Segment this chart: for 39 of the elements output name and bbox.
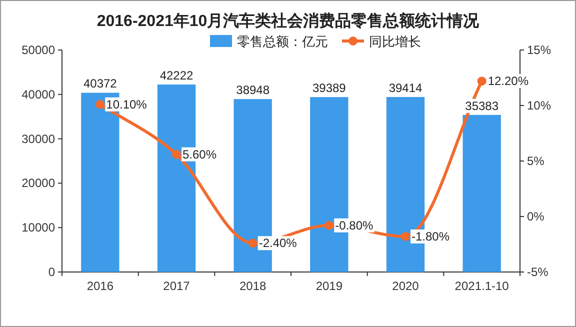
data-label: 10.10% (106, 97, 148, 112)
y-tick-label: 20000 (22, 176, 56, 190)
data-label: 39389 (312, 81, 346, 96)
x-tick-label: 2018 (239, 279, 267, 293)
data-label: 5.60% (182, 147, 217, 162)
x-tick-label: 2019 (316, 279, 343, 293)
x-tick-label: 2021.1-10 (454, 279, 510, 293)
data-label: -1.80% (412, 229, 450, 244)
y-tick-label: 30000 (22, 132, 56, 146)
y2-tick-label: 0% (527, 210, 545, 224)
chart-title: 2016-2021年10月汽车类社会消费品零售总额统计情况 (96, 12, 480, 30)
x-tick-label: 2017 (163, 279, 190, 293)
data-label: 42222 (160, 68, 194, 83)
data-label: 38948 (236, 83, 270, 98)
legend-label: 同比增长 (369, 34, 421, 49)
data-label: 40372 (83, 76, 118, 91)
point (324, 220, 334, 230)
y2-tick-label: -5% (527, 265, 549, 279)
y-tick-label: 50000 (22, 43, 56, 57)
data-label: 12.20% (488, 74, 529, 88)
x-tick-label: 2020 (392, 279, 420, 293)
data-label: 35383 (465, 98, 499, 113)
y-tick-label: 0 (48, 265, 56, 279)
data-label: -2.40% (258, 236, 298, 250)
x-tick-label: 2016 (86, 279, 114, 293)
legend-label: 零售总额：亿元 (237, 34, 328, 49)
y-tick-label: 10000 (22, 220, 56, 235)
point (401, 232, 410, 241)
point (248, 238, 258, 248)
data-label: 39414 (388, 81, 423, 95)
data-label: -0.80% (335, 218, 374, 232)
y-tick-label: 40000 (22, 87, 56, 102)
y2-tick-label: 15% (527, 43, 552, 57)
y2-tick-label: 5% (527, 154, 545, 168)
point (477, 76, 486, 86)
y2-tick-label: 10% (527, 98, 552, 112)
point (96, 100, 105, 109)
bar (462, 114, 501, 272)
point (172, 150, 181, 159)
